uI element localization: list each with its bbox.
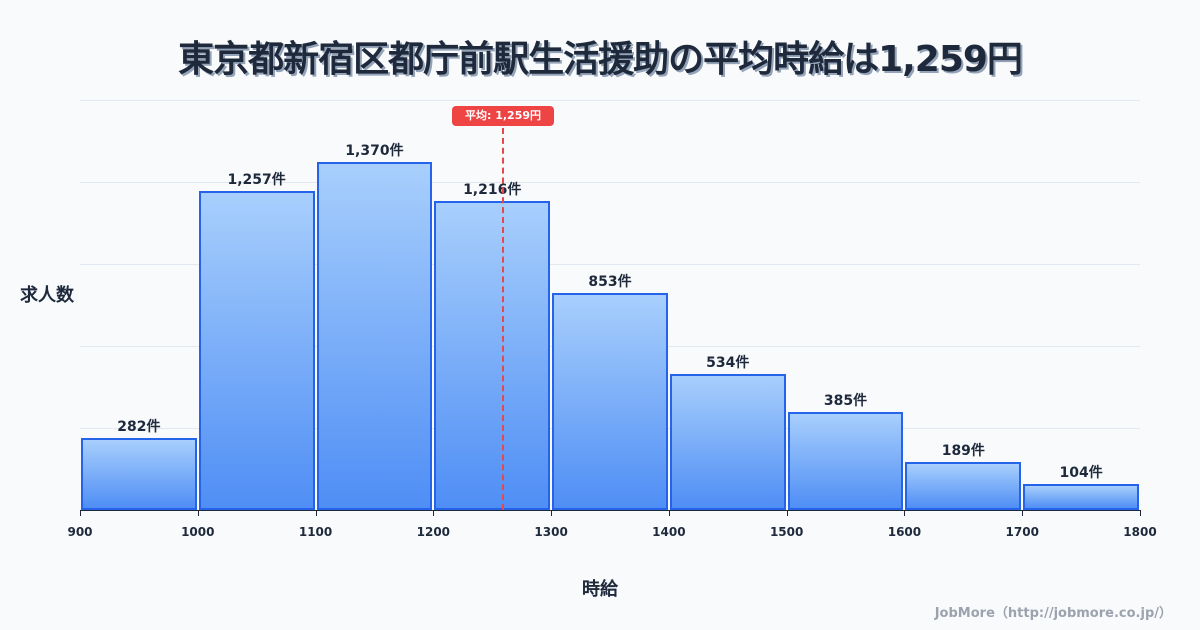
bar-value-label: 1,370件 <box>345 143 404 160</box>
mean-badge: 平均: 1,259円 <box>452 106 554 126</box>
x-tick <box>433 510 435 516</box>
histogram-bar <box>434 201 551 510</box>
chart-title: 東京都新宿区都庁前駅生活援助の平均時給は1,259円 <box>178 39 1023 80</box>
bar-value-label: 282件 <box>117 419 161 436</box>
gridline <box>80 264 1140 265</box>
mean-line <box>502 128 504 510</box>
x-tick-label: 1500 <box>769 525 804 539</box>
bar-value-label: 1,257件 <box>227 171 286 188</box>
x-tick <box>197 510 199 516</box>
histogram-bar <box>198 190 315 510</box>
x-tick-label: 1700 <box>1005 525 1039 539</box>
bar-value-label: 189件 <box>941 442 985 459</box>
x-tick-label: 1300 <box>534 525 568 539</box>
x-tick-label: 1200 <box>416 525 451 539</box>
bar-value-label: 853件 <box>588 274 632 291</box>
x-tick <box>315 510 317 516</box>
x-tick-label: 1600 <box>887 525 922 539</box>
histogram-bar <box>1023 483 1139 510</box>
histogram-bar <box>669 374 786 510</box>
bar-value-label: 534件 <box>706 355 750 372</box>
x-tick <box>1140 510 1141 516</box>
histogram-bar <box>787 412 904 510</box>
x-axis-label: 時給 <box>582 579 618 600</box>
credit-text: JobMore（http://jobmore.co.jp/） <box>934 606 1172 621</box>
y-axis-label: 求人数 <box>20 285 74 306</box>
gridline <box>80 100 1140 101</box>
histogram-bar <box>905 461 1022 510</box>
x-tick <box>904 510 906 516</box>
x-tick <box>668 510 670 516</box>
x-tick <box>80 510 81 516</box>
gridline <box>80 182 1140 183</box>
histogram-bar <box>316 162 433 510</box>
x-tick-label: 900 <box>67 525 93 539</box>
bar-value-label: 104件 <box>1059 464 1103 481</box>
x-tick <box>1022 510 1024 516</box>
x-tick-label: 1100 <box>298 525 333 539</box>
x-tick-label: 1800 <box>1123 525 1157 539</box>
x-tick-label: 1000 <box>181 525 215 539</box>
x-tick <box>551 510 553 516</box>
x-tick-label: 1400 <box>652 525 686 539</box>
histogram-bar <box>552 293 668 510</box>
histogram-bar <box>81 438 197 510</box>
x-tick <box>786 510 788 516</box>
bar-value-label: 1,216件 <box>463 182 522 199</box>
x-axis-line <box>80 510 1140 511</box>
bar-value-label: 385件 <box>823 393 868 410</box>
